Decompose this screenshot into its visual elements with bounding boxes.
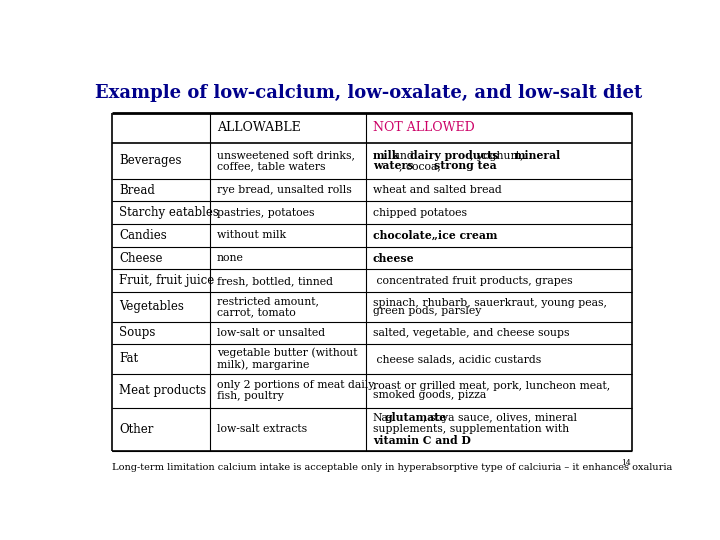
Text: mineral: mineral	[513, 150, 561, 161]
Text: Soups: Soups	[119, 326, 156, 339]
Text: low-salt or unsalted: low-salt or unsalted	[217, 328, 325, 338]
Text: salted, vegetable, and cheese soups: salted, vegetable, and cheese soups	[373, 328, 570, 338]
Text: restricted amount,
carrot, tomato: restricted amount, carrot, tomato	[217, 296, 319, 318]
Text: Candies: Candies	[119, 229, 167, 242]
Text: chocolate„ice cream: chocolate„ice cream	[373, 230, 498, 241]
Text: cheese salads, acidic custards: cheese salads, acidic custards	[373, 354, 541, 364]
Text: waters: waters	[373, 160, 413, 171]
Text: wheat and salted bread: wheat and salted bread	[373, 185, 502, 195]
Text: , yoghurt,: , yoghurt,	[470, 151, 527, 160]
Text: vegetable butter (without
milk), margarine: vegetable butter (without milk), margari…	[217, 348, 357, 370]
Text: vitamin C and D: vitamin C and D	[373, 435, 471, 446]
Text: smoked goods, pizza: smoked goods, pizza	[373, 390, 486, 400]
Text: NOT ALLOWED: NOT ALLOWED	[373, 121, 474, 134]
Text: milk: milk	[373, 150, 400, 161]
Text: strong tea: strong tea	[434, 160, 497, 171]
Text: dairy products: dairy products	[410, 150, 498, 161]
Text: unsweetened soft drinks,
coffee, table waters: unsweetened soft drinks, coffee, table w…	[217, 150, 355, 172]
Text: spinach, rhubarb, sauerkraut, young peas,: spinach, rhubarb, sauerkraut, young peas…	[373, 298, 607, 308]
Text: cheese: cheese	[373, 253, 415, 264]
Text: pastries, potatoes: pastries, potatoes	[217, 208, 314, 218]
Text: rye bread, unsalted rolls: rye bread, unsalted rolls	[217, 185, 351, 195]
Text: and: and	[390, 151, 418, 160]
Text: fresh, bottled, tinned: fresh, bottled, tinned	[217, 276, 333, 286]
Text: roast or grilled meat, pork, luncheon meat,: roast or grilled meat, pork, luncheon me…	[373, 381, 610, 391]
Text: only 2 portions of meat daily,
fish, poultry: only 2 portions of meat daily, fish, pou…	[217, 380, 376, 401]
Text: green pods, parsley: green pods, parsley	[373, 306, 481, 316]
Text: chipped potatoes: chipped potatoes	[373, 208, 467, 218]
Text: , cocoa,: , cocoa,	[399, 161, 444, 171]
Text: Other: Other	[119, 423, 153, 436]
Text: 14: 14	[621, 459, 631, 467]
Text: glutamate: glutamate	[384, 413, 447, 423]
Text: Starchy eatables: Starchy eatables	[119, 206, 219, 219]
Text: Fat: Fat	[119, 353, 138, 366]
Text: Vegetables: Vegetables	[119, 300, 184, 313]
Text: Beverages: Beverages	[119, 154, 181, 167]
Text: Example of low-calcium, low-oxalate, and low-salt diet: Example of low-calcium, low-oxalate, and…	[95, 84, 643, 102]
Text: Meat products: Meat products	[119, 384, 206, 397]
Text: none: none	[217, 253, 243, 263]
Text: concentrated fruit products, grapes: concentrated fruit products, grapes	[373, 276, 572, 286]
Text: without milk: without milk	[217, 231, 286, 240]
Text: Bread: Bread	[119, 184, 155, 197]
Text: Cheese: Cheese	[119, 252, 163, 265]
Text: low-salt extracts: low-salt extracts	[217, 424, 307, 434]
Text: Fruit, fruit juice: Fruit, fruit juice	[119, 274, 215, 287]
Text: , soya sauce, olives, mineral: , soya sauce, olives, mineral	[423, 413, 577, 423]
Text: supplements, supplementation with: supplements, supplementation with	[373, 424, 569, 434]
Text: ALLOWABLE: ALLOWABLE	[217, 121, 300, 134]
Text: Long-term limitation calcium intake is acceptable only in hyperabsorptive type o: Long-term limitation calcium intake is a…	[112, 463, 672, 472]
Text: Na-: Na-	[373, 413, 392, 423]
